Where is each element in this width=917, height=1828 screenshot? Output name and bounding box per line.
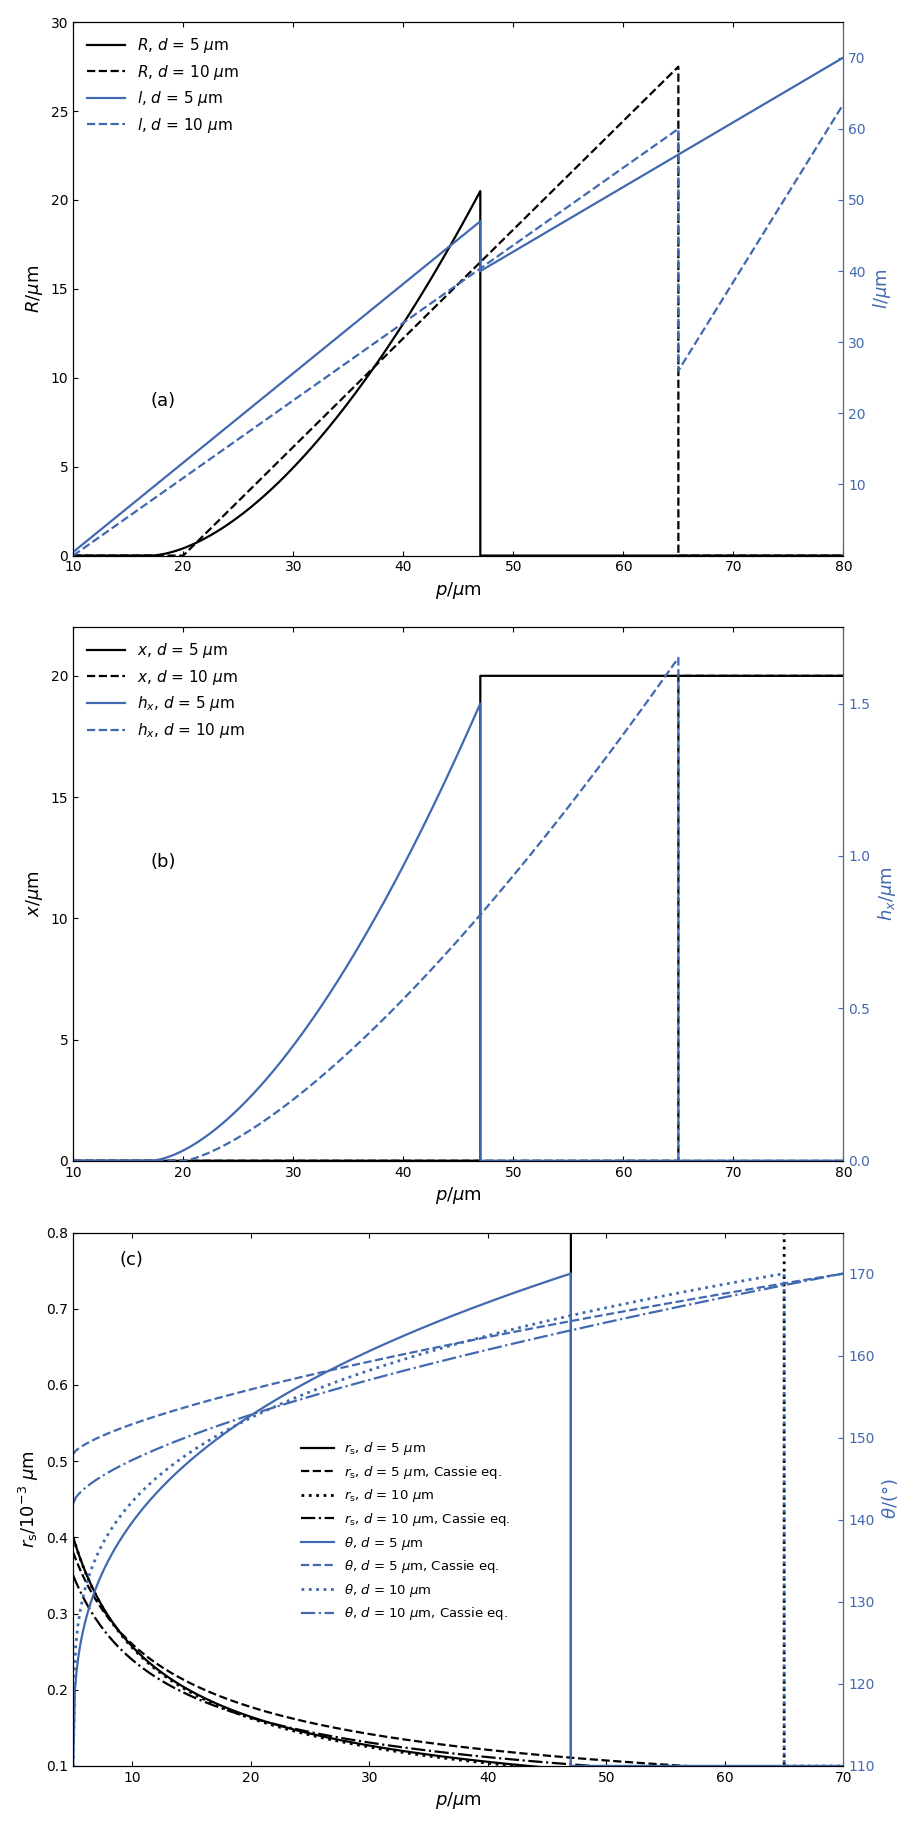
Text: (b): (b) xyxy=(150,854,176,872)
Legend: $x$, $d$ = 5 $\mu$m, $x$, $d$ = 10 $\mu$m, $h_x$, $d$ = 5 $\mu$m, $h_x$, $d$ = 1: $x$, $d$ = 5 $\mu$m, $x$, $d$ = 10 $\mu$… xyxy=(81,634,251,746)
X-axis label: $p$/$\mu$m: $p$/$\mu$m xyxy=(435,579,481,601)
Y-axis label: $l$/$\mu$m: $l$/$\mu$m xyxy=(871,269,893,309)
Y-axis label: $r_{\rm s}$/$10^{-3}$ $\mu$m: $r_{\rm s}$/$10^{-3}$ $\mu$m xyxy=(17,1450,40,1548)
Y-axis label: $x$/$\mu$m: $x$/$\mu$m xyxy=(24,870,45,918)
Text: (c): (c) xyxy=(119,1250,143,1269)
X-axis label: $p$/$\mu$m: $p$/$\mu$m xyxy=(435,1790,481,1812)
X-axis label: $p$/$\mu$m: $p$/$\mu$m xyxy=(435,1185,481,1206)
Legend: $R$, $d$ = 5 $\mu$m, $R$, $d$ = 10 $\mu$m, $l$, $d$ = 5 $\mu$m, $l$, $d$ = 10 $\: $R$, $d$ = 5 $\mu$m, $R$, $d$ = 10 $\mu$… xyxy=(81,29,246,141)
Y-axis label: $R$/$\mu$m: $R$/$\mu$m xyxy=(24,265,45,313)
Y-axis label: $\theta$/(°): $\theta$/(°) xyxy=(880,1479,900,1519)
Y-axis label: $h_x$/$\mu$m: $h_x$/$\mu$m xyxy=(876,866,898,921)
Text: (a): (a) xyxy=(150,393,175,409)
Legend: $r_{\rm s}$, $d$ = 5 $\mu$m, $r_{\rm s}$, $d$ = 5 $\mu$m, Cassie eq., $r_{\rm s}: $r_{\rm s}$, $d$ = 5 $\mu$m, $r_{\rm s}$… xyxy=(295,1435,516,1627)
